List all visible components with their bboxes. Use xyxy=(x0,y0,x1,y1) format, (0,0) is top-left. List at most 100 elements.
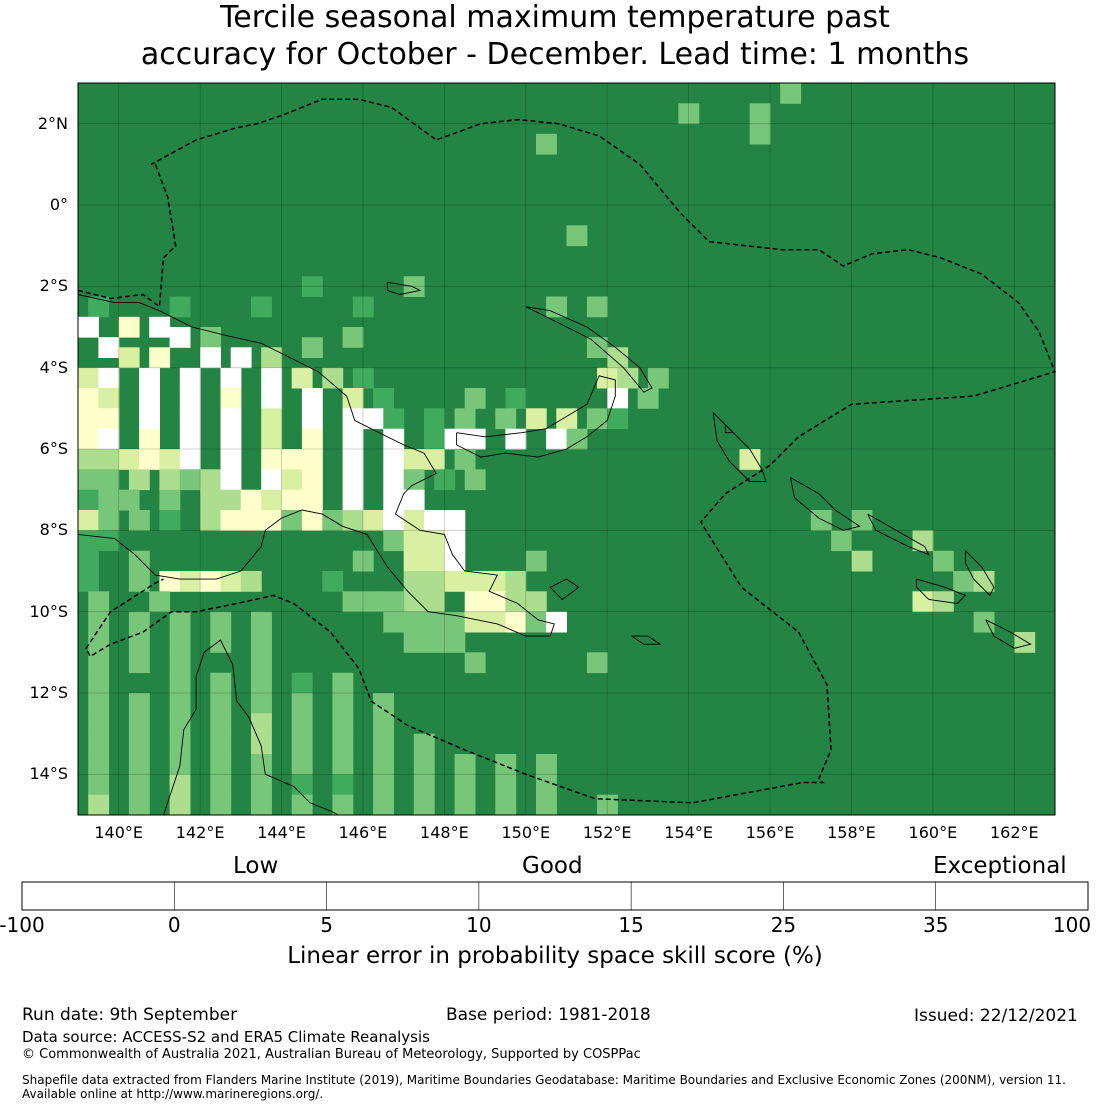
longitude-tick-label: 158°E xyxy=(827,823,876,842)
legend-label-good: Good xyxy=(522,853,583,879)
grid-cell xyxy=(332,774,354,796)
grid-cell xyxy=(352,550,374,572)
coastline xyxy=(525,306,653,393)
grid-cell xyxy=(342,428,364,450)
grid-cell xyxy=(332,672,354,694)
grid-cell xyxy=(301,449,323,470)
coastline-layer xyxy=(77,281,1032,816)
grid-cell xyxy=(332,794,354,816)
grid-cell xyxy=(464,652,486,674)
grid-cell xyxy=(251,774,272,796)
grid-cell xyxy=(210,733,232,755)
grid-cell xyxy=(128,469,150,491)
grid-cell xyxy=(383,611,405,633)
grid-cell xyxy=(281,469,303,491)
longitude-tick-label: 142°E xyxy=(175,823,225,842)
grid-cell xyxy=(179,428,201,450)
grid-cell xyxy=(78,367,99,389)
grid-cell xyxy=(301,489,323,511)
grid-cell xyxy=(98,449,120,470)
colorbar-tick-label: 35 xyxy=(922,913,949,937)
grid-cell xyxy=(556,408,578,430)
grid-cell xyxy=(413,794,435,816)
grid-cell xyxy=(78,316,99,338)
grid-cell xyxy=(424,510,445,531)
grid-cell xyxy=(424,408,445,430)
latitude-tick-label: 6°S xyxy=(39,439,68,458)
longitude-tick-label: 154°E xyxy=(664,823,713,842)
longitude-tick-label: 140°E xyxy=(94,823,144,842)
grid-cell xyxy=(261,428,283,450)
grid-cell xyxy=(383,449,405,470)
grid-cell xyxy=(251,296,272,318)
latitude-tick-label: 12°S xyxy=(29,683,68,702)
grid-cell xyxy=(301,388,323,409)
longitude-tick-label: 152°E xyxy=(582,823,632,842)
grid-cell xyxy=(200,469,221,491)
colorbar-tick-label: 100 xyxy=(1052,913,1092,937)
grid-cell xyxy=(169,652,191,674)
coastline xyxy=(867,513,930,556)
grid-cell xyxy=(149,347,171,369)
longitude-tick-label: 156°E xyxy=(745,823,795,842)
grid-cell xyxy=(301,337,323,358)
grid-cell xyxy=(403,611,425,633)
grid-cell xyxy=(505,611,527,633)
grid-cell xyxy=(454,408,476,430)
grid-cell xyxy=(373,713,394,735)
latitude-tick-label: 2°S xyxy=(39,276,68,296)
grid-cell xyxy=(383,510,405,531)
grid-cell xyxy=(434,469,456,491)
grid-cell xyxy=(179,571,201,592)
grid-cell xyxy=(291,713,313,735)
grid-cell xyxy=(118,489,140,511)
grid-cell xyxy=(464,611,486,633)
grid-cell xyxy=(383,428,405,450)
grid-cell xyxy=(251,652,272,674)
grid-cell xyxy=(291,733,313,755)
grid-cell xyxy=(586,296,608,318)
grid-cell xyxy=(851,550,873,572)
grid-cell xyxy=(424,571,445,592)
grid-cell xyxy=(179,469,201,491)
run-date: Run date: 9th September xyxy=(22,1005,238,1025)
grid-cell xyxy=(454,449,476,470)
grid-cell xyxy=(200,510,221,531)
grid-cell xyxy=(128,611,150,633)
eez-boundary xyxy=(77,98,1057,804)
grid-cell xyxy=(932,550,954,572)
grid-cell xyxy=(281,510,303,531)
grid-cell xyxy=(261,347,283,369)
grid-cell xyxy=(128,571,150,592)
grid-cell xyxy=(444,530,466,552)
grid-cell xyxy=(261,408,283,430)
grid-cell xyxy=(88,672,110,694)
copyright: © Commonwealth of Australia 2021, Austra… xyxy=(22,1047,641,1062)
grid-cell xyxy=(78,550,99,572)
grid-cell xyxy=(678,103,700,125)
grid-cell xyxy=(251,754,272,775)
grid-cell xyxy=(128,713,150,735)
grid-cell xyxy=(251,693,272,714)
grid-cell xyxy=(301,428,323,450)
grid-cell xyxy=(749,103,771,125)
grid-cell xyxy=(454,794,476,816)
grid-cell xyxy=(128,652,150,674)
grid-cell xyxy=(169,794,191,816)
longitude-tick-label: 162°E xyxy=(989,823,1039,842)
grid-cell xyxy=(210,693,232,714)
longitude-tick-label: 150°E xyxy=(501,823,551,842)
coastline xyxy=(964,550,995,597)
colorbar-tick-label: -100 xyxy=(0,913,45,937)
grid-cell xyxy=(169,632,191,653)
grid-cell xyxy=(78,449,99,470)
latitude-tick-label: 10°S xyxy=(29,601,68,621)
grid-cell xyxy=(352,296,374,318)
grid-cell xyxy=(546,428,567,450)
colorbar-tick-label: 10 xyxy=(466,913,492,937)
longitude-tick-label: 160°E xyxy=(908,823,958,842)
grid-cell xyxy=(149,591,171,613)
grid-cell xyxy=(363,591,384,613)
grid-cell xyxy=(495,774,517,796)
